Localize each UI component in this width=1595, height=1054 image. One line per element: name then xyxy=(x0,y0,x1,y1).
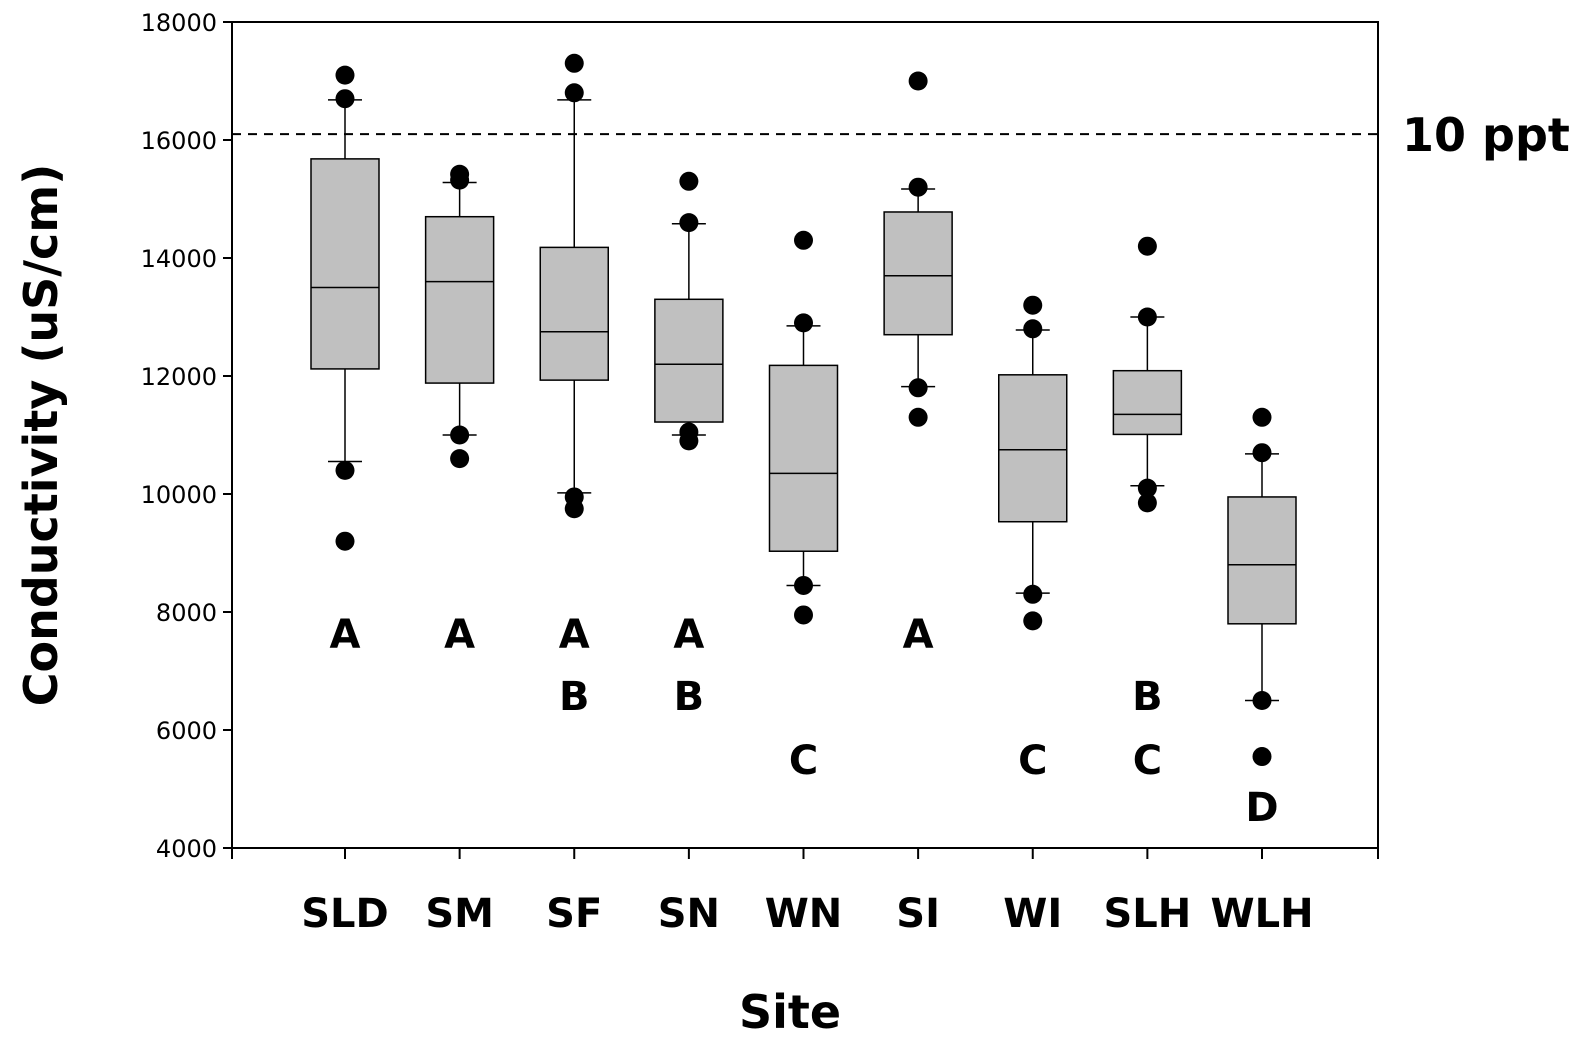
outlier-point xyxy=(564,83,584,103)
outlier-point xyxy=(564,53,584,73)
x-tick-label: WLH xyxy=(1210,891,1313,937)
box-iqr xyxy=(310,158,380,370)
y-tick-label: 16000 xyxy=(141,127,217,155)
outlier-point xyxy=(1023,295,1043,315)
x-tick-label: WN xyxy=(765,891,843,937)
box-iqr xyxy=(998,374,1068,523)
y-axis-title: Conductivity (uS/cm) xyxy=(14,164,68,706)
outlier-point xyxy=(335,65,355,85)
x-tick-label: WI xyxy=(1003,891,1062,937)
x-tick-label: SLD xyxy=(301,891,389,937)
outlier-point xyxy=(908,378,928,398)
box-iqr xyxy=(539,246,609,381)
outlier-point xyxy=(1252,443,1272,463)
box-iqr xyxy=(768,364,839,552)
x-tick-label: SN xyxy=(658,891,720,937)
group-letter: B xyxy=(1132,674,1163,720)
x-tick-label: SLH xyxy=(1103,891,1191,937)
box-sf xyxy=(539,53,609,519)
outlier-point xyxy=(1023,319,1043,339)
box-wi xyxy=(998,295,1068,631)
y-tick-label: 6000 xyxy=(156,717,217,745)
group-letter: C xyxy=(1133,738,1162,784)
outlier-point xyxy=(679,431,699,451)
outlier-point xyxy=(679,213,699,233)
outlier-point xyxy=(679,171,699,191)
group-letter: C xyxy=(789,738,818,784)
x-axis-ticks: SLD SM SF SN WN SI WI SLH WLH xyxy=(231,848,1379,937)
outlier-point xyxy=(1137,493,1157,513)
box-sm xyxy=(424,164,495,469)
outlier-point xyxy=(794,575,813,595)
group-letter: C xyxy=(1018,738,1047,784)
x-tick-label: SI xyxy=(896,891,940,937)
y-tick-label: 10000 xyxy=(141,481,217,509)
group-letter: B xyxy=(674,674,705,720)
outlier-point xyxy=(1023,611,1043,631)
outlier-point xyxy=(1137,478,1157,498)
box-plot-series xyxy=(310,53,1297,767)
box-si xyxy=(883,71,953,427)
outlier-point xyxy=(908,71,928,91)
group-letter: A xyxy=(444,612,475,658)
outlier-point xyxy=(1137,236,1157,256)
outlier-point xyxy=(335,460,355,480)
y-tick-label: 4000 xyxy=(156,835,217,863)
outlier-point xyxy=(794,313,813,333)
outlier-point xyxy=(1252,747,1272,767)
outlier-point xyxy=(794,605,813,625)
reference-line-label: 10 ppt xyxy=(1402,108,1570,162)
group-letter: B xyxy=(559,674,590,720)
outlier-point xyxy=(1252,691,1272,710)
outlier-point xyxy=(908,407,928,427)
reference-line-group: 10 ppt xyxy=(232,108,1570,162)
outlier-point xyxy=(335,531,355,551)
box-iqr xyxy=(1112,369,1183,436)
x-axis-title: Site xyxy=(739,985,841,1039)
box-iqr xyxy=(424,215,495,384)
outlier-point xyxy=(450,170,470,190)
x-tick-label: SF xyxy=(546,891,602,937)
box-sn xyxy=(654,171,724,451)
outlier-point xyxy=(450,425,470,445)
y-axis-ticks: 4000 6000 8000 10000 12000 14000 16000 18000 xyxy=(141,9,232,863)
box-wlh xyxy=(1227,407,1297,767)
group-letter: A xyxy=(330,612,361,658)
y-tick-label: 18000 xyxy=(141,9,217,37)
plot-area-frame xyxy=(231,21,1379,849)
group-letter: D xyxy=(1245,785,1278,831)
outlier-point xyxy=(564,499,584,519)
box-iqr xyxy=(883,211,953,336)
outlier-point xyxy=(794,230,813,250)
outlier-point xyxy=(450,449,470,469)
outlier-point xyxy=(335,89,355,109)
outlier-point xyxy=(908,177,928,197)
x-tick-label: SM xyxy=(425,891,494,937)
box-iqr xyxy=(654,298,724,423)
group-letter: A xyxy=(673,612,704,658)
outlier-point xyxy=(1252,407,1272,427)
outlier-point xyxy=(1023,584,1043,604)
group-letter: A xyxy=(559,612,590,658)
box-sld xyxy=(310,65,380,551)
box-iqr xyxy=(1227,496,1297,625)
y-tick-label: 8000 xyxy=(156,599,217,627)
outlier-point xyxy=(1137,307,1157,327)
y-tick-label: 14000 xyxy=(141,245,217,273)
box-slh xyxy=(1112,236,1183,513)
group-letter: A xyxy=(903,612,934,658)
y-tick-label: 12000 xyxy=(141,363,217,391)
box-wn xyxy=(768,230,839,625)
